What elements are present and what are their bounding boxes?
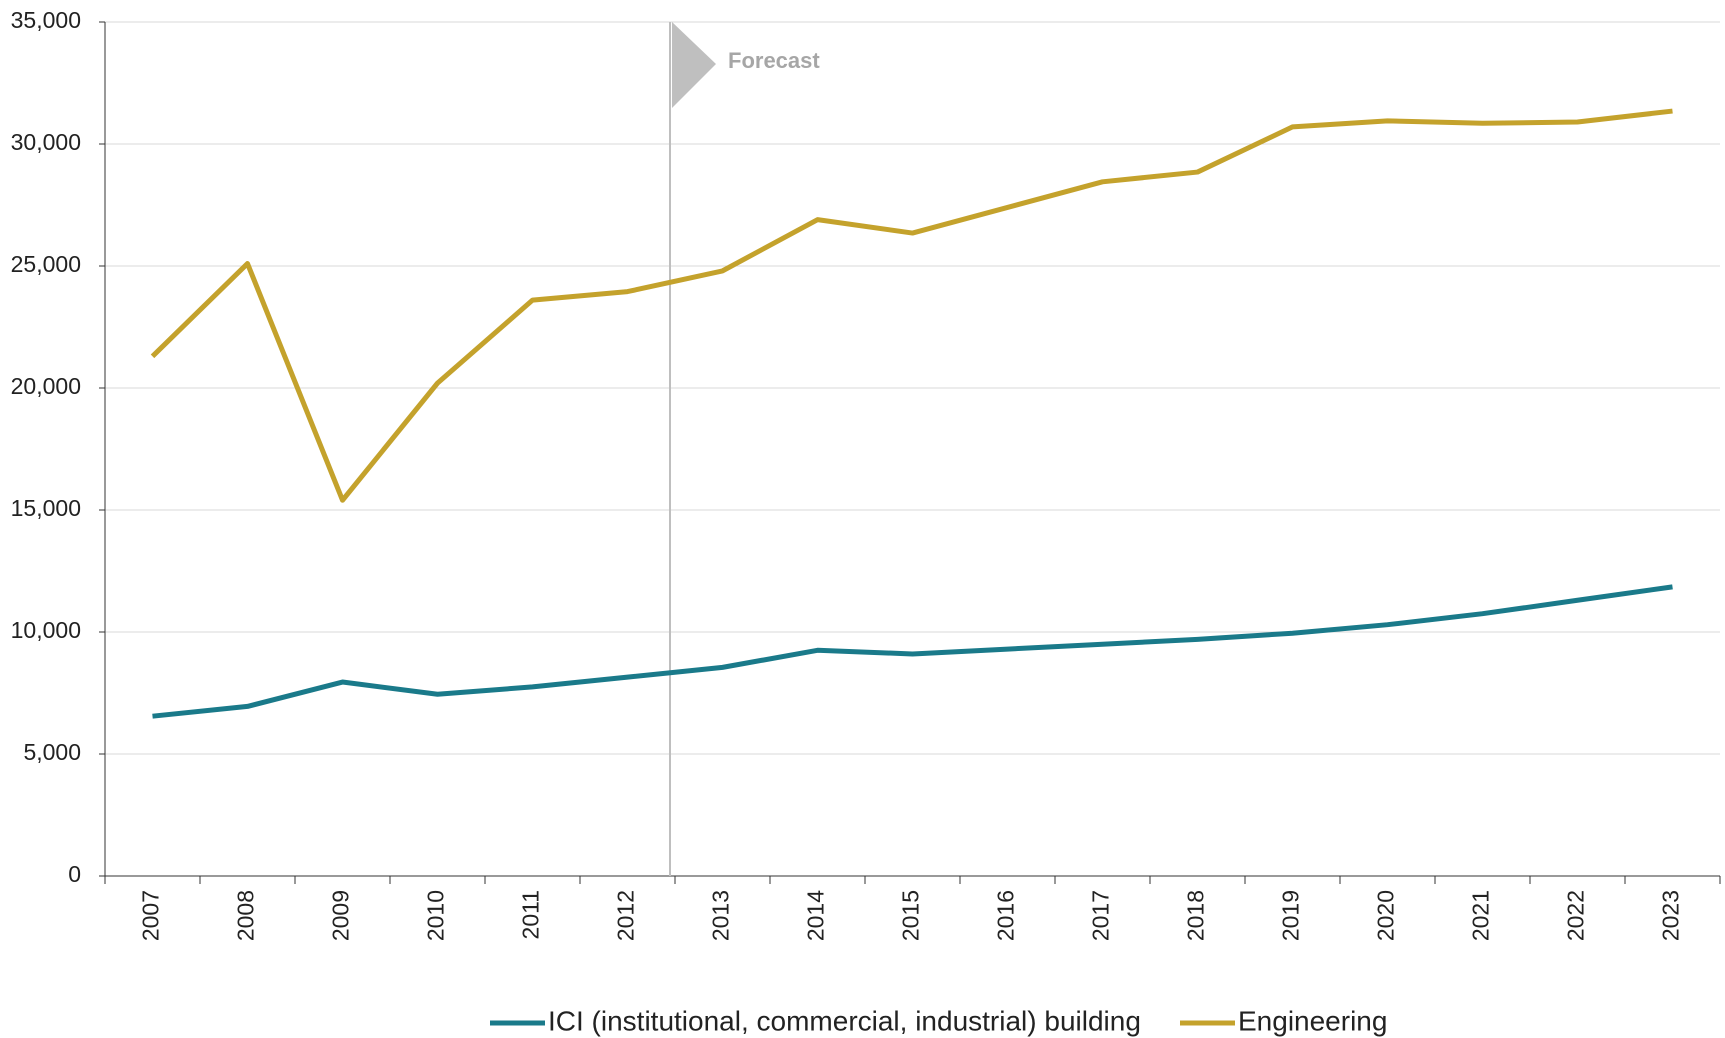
legend-label: Engineering [1238, 1005, 1387, 1036]
x-tick-label: 2016 [993, 890, 1019, 941]
x-tick-label: 2009 [328, 890, 354, 941]
x-tick-label: 2020 [1373, 890, 1399, 941]
x-tick-label: 2017 [1088, 890, 1114, 941]
x-tick-label: 2010 [423, 890, 449, 941]
x-tick-label: 2007 [138, 890, 164, 941]
x-tick-label: 2013 [708, 890, 734, 941]
x-tick-label: 2014 [803, 890, 829, 941]
forecast-flag [672, 22, 716, 108]
series-line [152, 584, 1673, 719]
x-tick-label: 2008 [233, 890, 259, 941]
y-tick-label: 20,000 [11, 373, 81, 399]
x-tick-label: 2012 [613, 890, 639, 941]
y-tick-label: 0 [68, 861, 81, 887]
y-tick-label: 25,000 [11, 251, 81, 277]
forecast-label: Forecast [728, 48, 820, 73]
x-tick-label: 2018 [1183, 890, 1209, 941]
x-tick-label: 2023 [1658, 890, 1684, 941]
series-line [150, 108, 1673, 503]
x-tick-label: 2015 [898, 890, 924, 941]
x-tick-label: 2011 [518, 890, 544, 939]
y-tick-label: 15,000 [11, 495, 81, 521]
y-tick-label: 35,000 [11, 7, 81, 33]
x-tick-label: 2021 [1468, 890, 1494, 941]
legend-label: ICI (institutional, commercial, industri… [548, 1005, 1141, 1036]
y-tick-label: 30,000 [11, 129, 81, 155]
y-tick-label: 10,000 [11, 617, 81, 643]
x-tick-label: 2022 [1563, 890, 1589, 941]
x-tick-label: 2019 [1278, 890, 1304, 941]
y-tick-label: 5,000 [23, 739, 81, 765]
